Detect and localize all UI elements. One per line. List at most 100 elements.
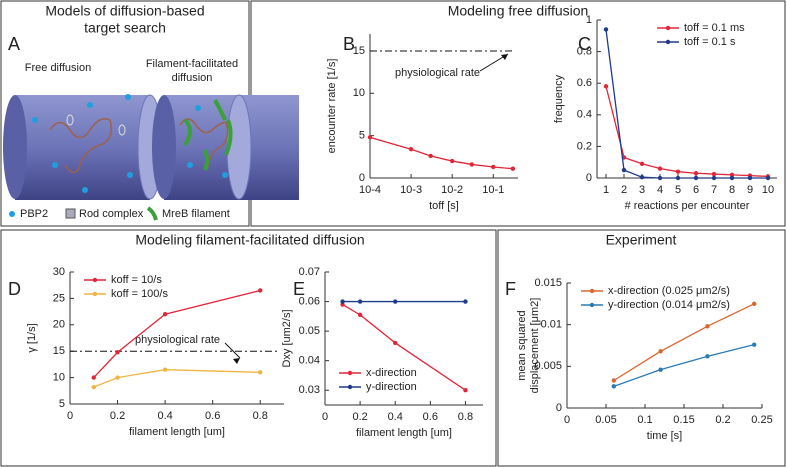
panel-letter: E	[293, 279, 305, 299]
legend-label: x-direction	[366, 367, 417, 379]
y-tick-label: 20	[53, 319, 65, 331]
data-point	[603, 27, 609, 32]
legend-marker	[665, 25, 671, 31]
legend-marker	[665, 39, 671, 45]
panel-letter: F	[505, 279, 516, 299]
data-point	[510, 166, 516, 171]
data-point	[340, 299, 345, 304]
data-point	[752, 301, 757, 307]
y-tick-label: 25	[53, 292, 65, 304]
data-point	[639, 161, 645, 166]
section-title: Modeling free diffusion	[448, 3, 589, 19]
data-point	[711, 171, 717, 177]
x-axis-label: filament length [um]	[129, 426, 225, 438]
data-point	[408, 147, 414, 152]
data-point	[639, 175, 645, 180]
x-tick-label: 9	[747, 184, 753, 196]
data-point	[752, 342, 757, 347]
data-point	[658, 349, 663, 354]
data-point	[611, 384, 616, 389]
data-point	[428, 153, 433, 159]
y-axis-label: mean squared	[516, 310, 528, 380]
legend-label: MreB filament	[162, 208, 230, 220]
legend-label: y-direction (0.014 μm2/s)	[608, 299, 730, 311]
panel-letter: C	[578, 34, 591, 54]
y-axis-label: frequency	[553, 74, 565, 123]
y-axis-label: γ [1/s]	[26, 323, 38, 352]
series-line	[613, 303, 755, 382]
data-point	[765, 175, 771, 181]
arrow-head	[501, 54, 508, 60]
y-tick-label: 10	[353, 87, 365, 99]
data-point	[91, 375, 96, 380]
series-line	[605, 86, 769, 178]
data-point	[258, 288, 263, 293]
data-point	[162, 312, 168, 317]
x-tick-label: 0.6	[205, 410, 220, 422]
y-tick-label: 0.4	[577, 109, 592, 121]
series-line	[605, 29, 768, 179]
y-tick-label: 1	[586, 14, 592, 26]
y-tick-label: 10	[53, 372, 65, 384]
x-tick-label: 6	[693, 184, 699, 196]
y-tick-label: 0	[359, 172, 365, 184]
x-tick-label: 10	[762, 184, 774, 196]
x-tick-label: 0.2	[110, 410, 125, 422]
x-axis-label: filament length [um]	[356, 427, 452, 439]
legend-label: x-direction (0.025 μm2/s)	[608, 285, 730, 297]
data-point	[657, 175, 663, 181]
data-point	[729, 175, 735, 181]
x-tick-label: 10-1	[482, 184, 504, 196]
x-tick-label: 0.4	[388, 411, 403, 423]
data-point	[705, 354, 710, 359]
x-tick-label: 0.4	[157, 410, 172, 422]
series-line	[342, 303, 466, 391]
x-tick-label: 10-4	[359, 184, 381, 196]
y-tick-label: 0.07	[299, 266, 320, 278]
y-tick-label: 0.06	[299, 295, 320, 307]
y-tick-label: 0.05	[299, 325, 320, 337]
data-point	[658, 367, 663, 372]
x-tick-label: 5	[675, 184, 681, 196]
x-tick-label: 10-3	[400, 184, 422, 196]
data-point	[463, 388, 468, 393]
legend-label: PBP2	[20, 208, 48, 220]
panel-a-legend	[9, 206, 158, 221]
data-point	[115, 375, 120, 380]
series-line	[613, 344, 755, 387]
data-point	[357, 299, 363, 304]
y-tick-label: 0.01	[541, 319, 562, 331]
data-point	[611, 378, 616, 383]
x-tick-label: 2	[621, 184, 627, 196]
y-axis-label: Dxy [um2/s]	[281, 309, 293, 367]
x-tick-label: 4	[657, 184, 663, 196]
label: Filament-facilitated	[146, 58, 238, 70]
panel-letter: A	[8, 34, 20, 54]
annotation-arrow	[224, 342, 241, 359]
legend-marker	[589, 302, 595, 308]
data-point	[705, 324, 710, 329]
x-axis-label: time [s]	[647, 430, 682, 442]
data-point	[449, 158, 455, 164]
panel-a-title: Models of diffusion-based	[45, 3, 204, 19]
x-tick-label: 10-2	[441, 184, 463, 196]
y-tick-label: 0.6	[577, 77, 592, 89]
y-axis-label: encounter rate [1/s]	[326, 59, 338, 154]
panel-letter: B	[343, 34, 355, 54]
annotation: physiological rate	[135, 334, 220, 346]
label: Free diffusion	[25, 62, 91, 74]
x-tick-label: 0.15	[673, 414, 694, 426]
data-point	[469, 162, 474, 167]
data-point	[729, 172, 735, 178]
data-point	[657, 166, 663, 171]
y-tick-label: 0.015	[534, 277, 562, 289]
y-tick-label: 15	[53, 345, 65, 357]
cylinder-illustration	[3, 94, 299, 200]
arrow-head	[233, 358, 240, 364]
legend-label: koff = 100/s	[111, 288, 168, 300]
data-point	[393, 299, 398, 304]
y-tick-label: 5	[359, 130, 365, 142]
x-tick-label: 0.8	[253, 410, 268, 422]
y-tick-label: 0	[586, 172, 592, 184]
data-point	[91, 384, 96, 390]
